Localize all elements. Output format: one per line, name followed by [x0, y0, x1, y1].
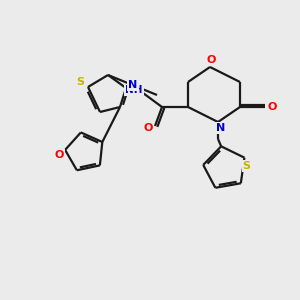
Text: O: O: [54, 150, 64, 160]
Text: N: N: [216, 123, 226, 133]
Text: S: S: [242, 161, 250, 171]
Text: S: S: [76, 77, 84, 87]
Text: NH: NH: [125, 85, 143, 95]
Text: N: N: [128, 80, 138, 90]
Text: O: O: [267, 102, 277, 112]
Text: O: O: [143, 123, 153, 133]
Text: O: O: [206, 55, 216, 65]
